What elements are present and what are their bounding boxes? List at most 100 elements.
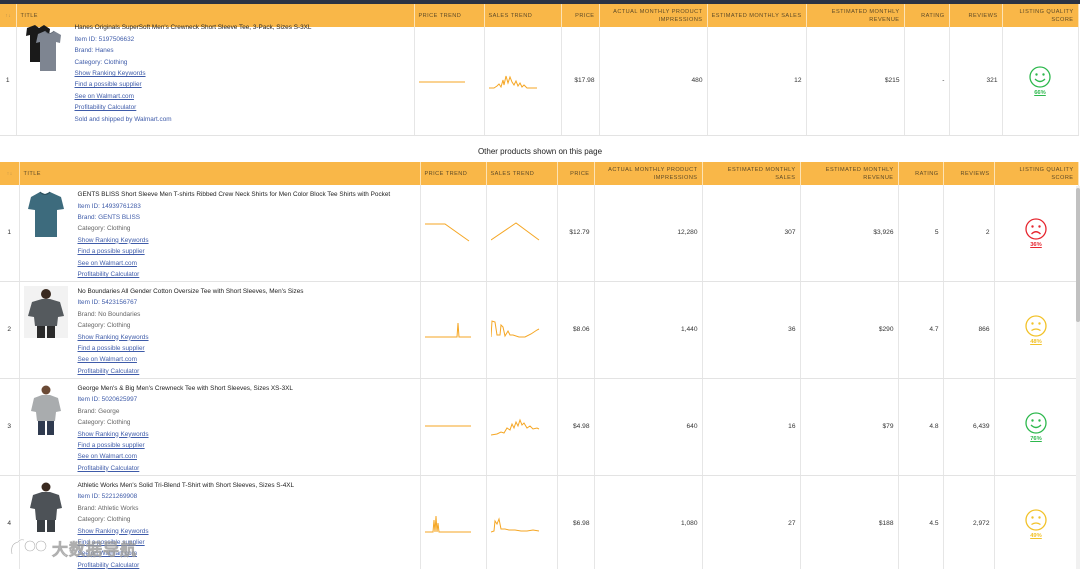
sort-arrows-icon[interactable]: ↑↓ (6, 170, 13, 177)
price-trend-cell (420, 475, 487, 569)
show-ranking-keywords-link[interactable]: Show Ranking Keywords (77, 236, 149, 244)
find-supplier-link[interactable]: Find a possible supplier (77, 441, 145, 449)
show-ranking-keywords-link[interactable]: Show Ranking Keywords (77, 430, 149, 438)
product-cell: Athletic Works Men's Solid Tri-Blend T-S… (19, 475, 421, 569)
price-cell: $17.98 (561, 27, 600, 136)
table-row[interactable]: 2 No Boundaries All Gender Cotton Oversi… (0, 281, 1079, 379)
header-price[interactable]: PRICE (557, 162, 595, 185)
find-supplier-link[interactable]: Find a possible supplier (77, 344, 145, 352)
header-revenue[interactable]: ESTIMATED MONTHLY REVENUE (800, 162, 899, 185)
sort-arrows-icon[interactable]: ↑↓ (5, 12, 12, 19)
price-cell: $8.06 (557, 281, 595, 379)
profitability-calculator-link[interactable]: Profitability Calculator (74, 104, 137, 112)
sales-trend-sparkline (490, 516, 539, 532)
see-on-walmart-link[interactable]: See on Walmart.com (74, 92, 134, 100)
product-category: Category: Clothing (77, 322, 131, 330)
revenue-cell: $290 (800, 281, 899, 379)
table-row[interactable]: 3 George Men's & Big Men's Crewneck Tee … (0, 378, 1079, 476)
sales-trend-sparkline (490, 418, 539, 435)
header-title[interactable]: TITLE (16, 4, 415, 27)
header-sales-trend[interactable]: SALES TREND (484, 4, 562, 27)
watermark-text: 大数据导航 (52, 542, 138, 560)
see-on-walmart-link[interactable]: See on Walmart.com (77, 259, 137, 267)
header-rating[interactable]: RATING (898, 162, 944, 185)
show-ranking-keywords-link[interactable]: Show Ranking Keywords (74, 70, 146, 78)
price-trend-sparkline (418, 81, 465, 83)
impressions-cell: 640 (594, 378, 703, 476)
score-cell: 49% (994, 475, 1079, 569)
table-row[interactable]: 4 Athletic Works Men's Solid Tri-Blend T… (0, 475, 1079, 569)
window-top-bar (0, 0, 1080, 4)
score-cell: 36% (994, 185, 1079, 282)
header-price-trend[interactable]: PRICE TREND (420, 162, 487, 185)
revenue-cell: $3,926 (800, 185, 899, 282)
impressions-cell: 480 (599, 27, 708, 136)
sales-cell: 307 (702, 185, 801, 282)
product-category: Category: Clothing (77, 516, 131, 524)
find-supplier-link[interactable]: Find a possible supplier (77, 248, 145, 256)
product-brand: Brand: No Boundaries (77, 310, 141, 318)
header-sales[interactable]: ESTIMATED MONTHLY SALES (707, 4, 807, 27)
product-image[interactable] (24, 189, 68, 241)
revenue-cell: $79 (800, 378, 899, 476)
scrollbar-thumb[interactable] (1076, 188, 1080, 322)
other-header-row: ↑↓ TITLE PRICE TREND SALES TREND PRICE A… (0, 162, 1079, 185)
product-image[interactable] (21, 22, 65, 74)
header-revenue[interactable]: ESTIMATED MONTHLY REVENUE (806, 4, 905, 27)
header-rating[interactable]: RATING (904, 4, 950, 27)
scrollbar-track[interactable] (1076, 186, 1080, 569)
profitability-calculator-link[interactable]: Profitability Calculator (77, 561, 140, 569)
profitability-calculator-link[interactable]: Profitability Calculator (77, 367, 140, 375)
table-row[interactable]: 1 GENTS BLISS Short Sleeve Men T-shirts … (0, 185, 1079, 282)
header-title[interactable]: TITLE (19, 162, 421, 185)
header-impressions[interactable]: ACTUAL MONTHLY PRODUCT IMPRESSIONS (599, 4, 708, 27)
header-sales[interactable]: ESTIMATED MONTHLY SALES (702, 162, 801, 185)
product-cell: No Boundaries All Gender Cotton Oversize… (19, 281, 421, 379)
header-price-trend[interactable]: PRICE TREND (414, 4, 485, 27)
header-rank[interactable]: ↑↓ (0, 162, 20, 185)
revenue-cell: $188 (800, 475, 899, 569)
rank-cell: 4 (0, 475, 20, 569)
rank-cell: 1 (0, 185, 20, 282)
header-reviews[interactable]: REVIEWS (949, 4, 1003, 27)
header-reviews[interactable]: REVIEWS (943, 162, 995, 185)
header-score[interactable]: LISTING QUALITY SCORE (994, 162, 1079, 185)
header-impressions[interactable]: ACTUAL MONTHLY PRODUCT IMPRESSIONS (594, 162, 703, 185)
find-supplier-link[interactable]: Find a possible supplier (74, 81, 142, 89)
rank-cell: 1 (0, 27, 17, 136)
main-product-row[interactable]: 1 Hanes Originals SuperSoft Men's Crewne… (0, 24, 1079, 136)
header-price[interactable]: PRICE (561, 4, 600, 27)
product-image[interactable] (24, 383, 68, 435)
impressions-cell: 12,280 (594, 185, 703, 282)
product-brand: Brand: Hanes (74, 47, 114, 55)
product-title: George Men's & Big Men's Crewneck Tee wi… (77, 384, 293, 392)
main-product-table: ↑↓ TITLE PRICE TREND SALES TREND PRICE A… (0, 4, 1079, 136)
price-trend-sparkline (424, 322, 471, 337)
header-rank[interactable]: ↑↓ (0, 4, 17, 27)
show-ranking-keywords-link[interactable]: Show Ranking Keywords (77, 333, 149, 341)
product-image[interactable] (24, 480, 68, 532)
sales-cell: 27 (702, 475, 801, 569)
product-item-id: Item ID: 5197506632 (74, 35, 135, 43)
product-title: Hanes Originals SuperSoft Men's Crewneck… (74, 24, 312, 32)
header-sales-trend[interactable]: SALES TREND (486, 162, 558, 185)
see-on-walmart-link[interactable]: See on Walmart.com (77, 550, 137, 558)
profitability-calculator-link[interactable]: Profitability Calculator (77, 270, 140, 278)
see-on-walmart-link[interactable]: See on Walmart.com (77, 453, 137, 461)
main-header-row: ↑↓ TITLE PRICE TREND SALES TREND PRICE A… (0, 4, 1079, 27)
price-trend-cell (420, 378, 487, 476)
sold-by-text: Sold and shipped by Walmart.com (74, 115, 172, 123)
profitability-calculator-link[interactable]: Profitability Calculator (77, 464, 140, 472)
header-score[interactable]: LISTING QUALITY SCORE (1002, 4, 1079, 27)
find-supplier-link[interactable]: Find a possible supplier (77, 538, 145, 546)
sales-trend-sparkline (490, 222, 539, 241)
product-item-id: Item ID: 5221269908 (77, 493, 138, 501)
rating-cell: 4.5 (898, 475, 944, 569)
see-on-walmart-link[interactable]: See on Walmart.com (77, 356, 137, 364)
product-image[interactable] (23, 285, 68, 338)
price-cell: $4.98 (557, 378, 595, 476)
sales-cell: 16 (702, 378, 801, 476)
sales-trend-cell (486, 281, 558, 379)
price-trend-cell (420, 185, 487, 282)
show-ranking-keywords-link[interactable]: Show Ranking Keywords (77, 527, 149, 535)
